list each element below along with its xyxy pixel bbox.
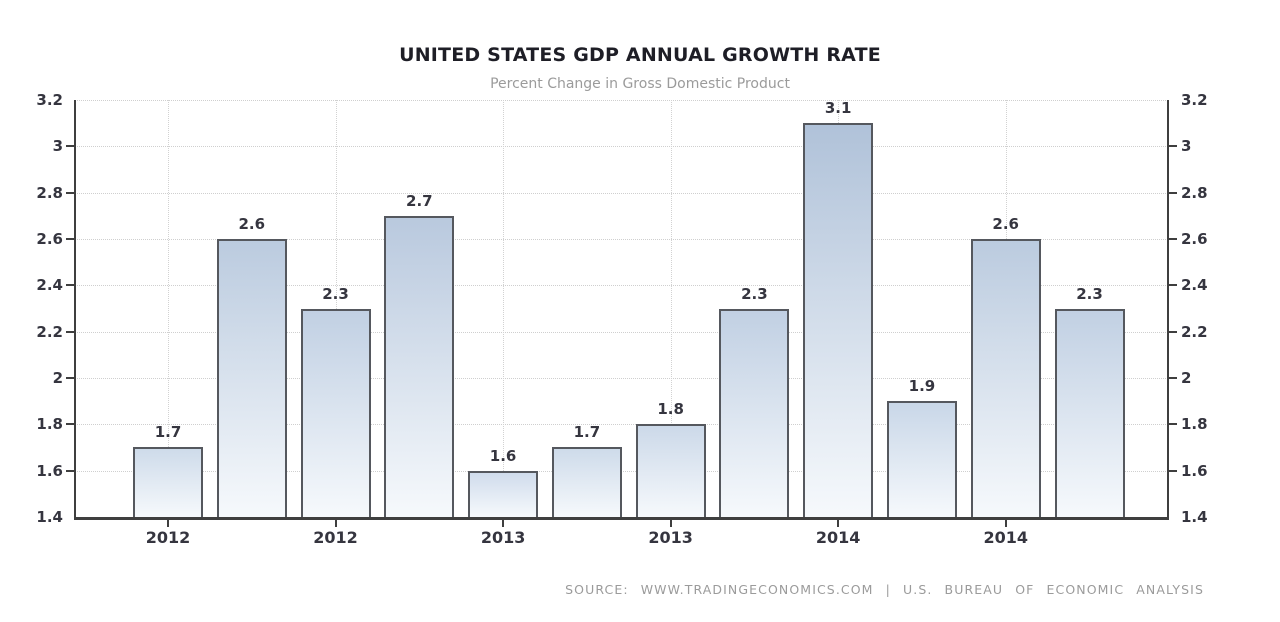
- gridline-horizontal: [77, 146, 1168, 148]
- gridline-horizontal: [77, 285, 1168, 287]
- gridline-horizontal: [77, 424, 1168, 426]
- bar-value-label: 1.6: [489, 447, 517, 465]
- bar-value-label: 2.7: [406, 192, 433, 210]
- y-axis-label-left: 1.8: [36, 415, 63, 434]
- y-tick-mark-right: [1169, 330, 1177, 333]
- x-tick-mark: [334, 520, 337, 527]
- x-tick-mark: [669, 520, 672, 527]
- gridline-vertical: [335, 100, 337, 517]
- bar-1.7: [551, 447, 622, 517]
- gridline-horizontal: [77, 100, 1168, 101]
- y-axis-label-right: 3.2: [1181, 91, 1208, 109]
- x-axis-label: 2014: [983, 528, 1028, 547]
- bar-2.3: [300, 309, 371, 517]
- bar-2.6: [970, 239, 1041, 517]
- y-axis-label-left: 2.8: [36, 183, 63, 202]
- y-axis-label-left: 2.4: [36, 276, 63, 295]
- gridline-horizontal: [77, 192, 1168, 194]
- bar-value-label: 1.7: [154, 423, 182, 441]
- x-tick-mark: [502, 520, 505, 527]
- y-tick-mark-left: [66, 469, 74, 472]
- y-axis-label-left: 1.4: [36, 508, 63, 526]
- y-tick-mark-left: [66, 238, 74, 240]
- y-axis-label-right: 1.8: [1181, 415, 1208, 434]
- y-tick-mark-right: [1169, 145, 1177, 148]
- y-axis-label-left: 1.6: [36, 461, 63, 480]
- x-tick-mark: [837, 520, 840, 527]
- x-axis-label: 2013: [648, 528, 693, 547]
- y-axis-label-left: 2.2: [36, 322, 63, 341]
- gridline-vertical: [168, 100, 169, 517]
- y-axis-label-right: 2.8: [1181, 183, 1208, 202]
- x-tick-mark: [167, 520, 169, 527]
- bar-2.3: [1054, 309, 1125, 517]
- chart-subtitle: Percent Change in Gross Domestic Product: [490, 76, 790, 92]
- y-tick-mark-left: [66, 145, 74, 148]
- y-tick-mark-right: [1169, 191, 1177, 194]
- x-tick-mark: [1004, 520, 1007, 527]
- bar-value-label: 2.3: [322, 285, 349, 303]
- x-axis-label: 2013: [480, 528, 526, 547]
- gridline-vertical: [503, 100, 505, 517]
- source-attribution: SOURCE: WWW.TRADINGECONOMICS.COM | U.S. …: [565, 582, 1204, 597]
- y-tick-mark-right: [1169, 469, 1177, 472]
- y-axis-label-right: 2: [1181, 369, 1192, 387]
- y-tick-mark-right: [1169, 377, 1177, 379]
- y-tick-mark-left: [66, 284, 74, 287]
- y-axis-label-left: 3: [52, 137, 63, 156]
- y-axis-left: [74, 100, 76, 517]
- y-tick-mark-left: [66, 377, 74, 379]
- y-axis-label-right: 1.4: [1181, 508, 1208, 526]
- bar-value-label: 1.9: [908, 377, 936, 395]
- gridline-horizontal: [77, 239, 1168, 240]
- y-axis-label-right: 2.6: [1181, 230, 1208, 248]
- y-tick-mark-right: [1169, 238, 1177, 240]
- chart-title: UNITED STATES GDP ANNUAL GROWTH RATE: [399, 44, 881, 66]
- gridline-horizontal: [77, 470, 1168, 472]
- bar-value-label: 2.6: [992, 215, 1019, 233]
- x-axis-label: 2012: [313, 528, 358, 547]
- y-axis-label-right: 3: [1181, 137, 1192, 156]
- x-axis-label: 2012: [145, 528, 191, 547]
- y-tick-mark-left: [66, 191, 74, 194]
- gridline-vertical: [670, 100, 672, 517]
- gridline-horizontal: [77, 331, 1168, 333]
- y-tick-mark-left: [66, 330, 74, 333]
- y-axis-label-left: 2.6: [36, 230, 63, 248]
- bar-value-label: 2.3: [741, 285, 768, 303]
- y-tick-mark-right: [1169, 284, 1177, 287]
- bar-value-label: 3.1: [824, 99, 852, 117]
- bar-2.6: [216, 239, 287, 517]
- bar-value-label: 1.8: [657, 400, 684, 418]
- y-axis-label-left: 2: [52, 369, 63, 387]
- bar-value-label: 1.7: [573, 423, 601, 441]
- bar-value-label: 2.6: [238, 215, 266, 233]
- bar-1.8: [635, 424, 706, 517]
- bar-1.9: [886, 401, 957, 517]
- y-axis-right: [1167, 100, 1169, 517]
- y-axis-label-right: 2.4: [1181, 276, 1208, 295]
- y-axis-label-left: 3.2: [36, 91, 63, 109]
- y-tick-mark-left: [66, 423, 74, 426]
- x-axis-label: 2014: [815, 528, 861, 547]
- gridline-horizontal: [77, 378, 1168, 379]
- bar-2.7: [384, 216, 455, 517]
- x-axis-baseline: [74, 517, 1169, 520]
- bar-2.3: [719, 309, 790, 517]
- bar-1.6: [468, 471, 539, 517]
- bar-1.7: [133, 447, 203, 517]
- y-axis-label-right: 1.6: [1181, 461, 1208, 480]
- y-axis-label-right: 2.2: [1181, 322, 1208, 341]
- bar-3.1: [803, 123, 874, 517]
- y-tick-mark-right: [1169, 423, 1177, 426]
- bar-value-label: 2.3: [1076, 285, 1103, 303]
